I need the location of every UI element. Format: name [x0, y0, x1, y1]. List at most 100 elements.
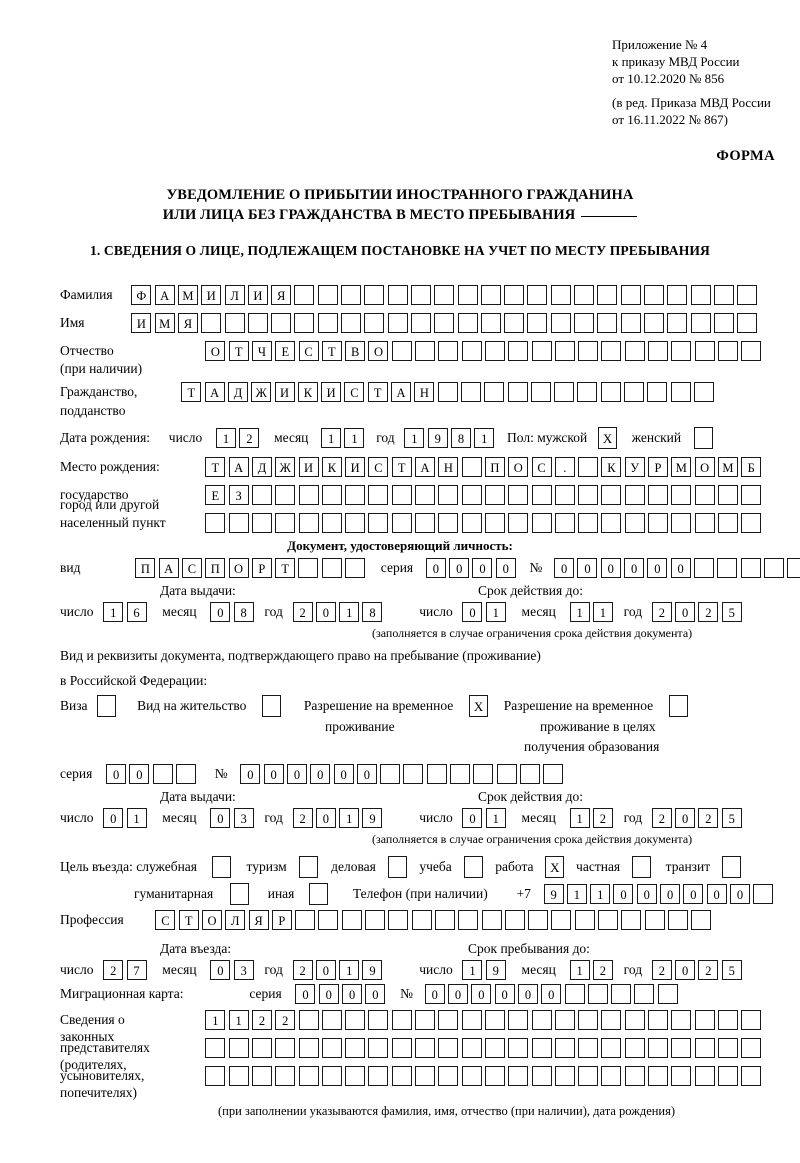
char-cell[interactable]	[671, 340, 692, 361]
char-cell[interactable]	[717, 557, 738, 578]
char-cell[interactable]	[251, 484, 272, 505]
char-cell[interactable]	[298, 557, 319, 578]
char-cell[interactable]	[657, 983, 678, 1004]
char-cell[interactable]	[410, 312, 431, 333]
char-cell[interactable]	[508, 512, 529, 533]
char-cell[interactable]	[415, 484, 436, 505]
temp-residence-checkbox[interactable]: X	[469, 694, 489, 717]
char-cell[interactable]	[611, 983, 632, 1004]
char-cell[interactable]: 8	[362, 601, 383, 622]
char-cell[interactable]	[251, 1037, 272, 1058]
char-cell[interactable]	[298, 512, 319, 533]
char-cell[interactable]: 0	[295, 983, 316, 1004]
char-cell[interactable]: 0	[315, 601, 336, 622]
char-cell[interactable]	[504, 312, 525, 333]
char-cell[interactable]	[601, 340, 622, 361]
char-cell[interactable]	[345, 1065, 366, 1086]
char-cell[interactable]	[341, 284, 362, 305]
char-cell[interactable]: 0	[729, 883, 750, 904]
char-cell[interactable]: Н	[438, 456, 459, 477]
char-cell[interactable]: 0	[647, 557, 668, 578]
char-cell[interactable]	[670, 381, 691, 402]
char-cell[interactable]	[458, 909, 479, 930]
char-cell[interactable]	[321, 1065, 342, 1086]
char-cell[interactable]: 0	[210, 807, 231, 828]
char-cell[interactable]: 0	[660, 883, 681, 904]
char-cell[interactable]: 2	[698, 807, 719, 828]
char-cell[interactable]: 0	[541, 983, 562, 1004]
char-cell[interactable]	[694, 512, 715, 533]
char-cell[interactable]	[621, 909, 642, 930]
char-cell[interactable]: 2	[592, 959, 613, 980]
char-cell[interactable]: 9	[362, 959, 383, 980]
char-cell[interactable]	[508, 1037, 529, 1058]
char-cell[interactable]: 0	[462, 807, 483, 828]
char-cell[interactable]	[473, 763, 494, 784]
char-cell[interactable]	[643, 284, 664, 305]
char-cell[interactable]	[387, 312, 408, 333]
char-cell[interactable]	[438, 1009, 459, 1030]
char-cell[interactable]	[577, 381, 598, 402]
char-cell[interactable]: И	[321, 381, 342, 402]
char-cell[interactable]	[717, 340, 738, 361]
char-cell[interactable]: У	[624, 456, 645, 477]
char-cell[interactable]: О	[228, 557, 249, 578]
char-cell[interactable]: 8	[233, 601, 254, 622]
char-cell[interactable]	[426, 763, 447, 784]
char-cell[interactable]: 1	[592, 601, 613, 622]
char-cell[interactable]	[341, 909, 362, 930]
char-cell[interactable]	[600, 381, 621, 402]
char-cell[interactable]: А	[158, 557, 179, 578]
char-cell[interactable]	[247, 312, 268, 333]
char-cell[interactable]: Т	[181, 381, 202, 402]
char-cell[interactable]	[460, 381, 481, 402]
char-cell[interactable]	[693, 557, 714, 578]
char-cell[interactable]	[295, 909, 316, 930]
char-cell[interactable]	[574, 284, 595, 305]
char-cell[interactable]: 1	[569, 807, 590, 828]
char-cell[interactable]	[694, 484, 715, 505]
char-cell[interactable]: 7	[126, 959, 147, 980]
char-cell[interactable]	[388, 909, 409, 930]
char-cell[interactable]	[205, 512, 226, 533]
char-cell[interactable]: Р	[271, 909, 292, 930]
char-cell[interactable]	[531, 1065, 552, 1086]
purpose-humanitarian-checkbox[interactable]	[229, 882, 249, 905]
char-cell[interactable]	[667, 284, 688, 305]
char-cell[interactable]	[251, 512, 272, 533]
char-cell[interactable]	[345, 1037, 366, 1058]
char-cell[interactable]	[601, 484, 622, 505]
char-cell[interactable]	[480, 312, 501, 333]
char-cell[interactable]: 9	[427, 427, 448, 448]
char-cell[interactable]	[787, 557, 800, 578]
char-cell[interactable]: 1	[205, 1009, 226, 1030]
char-cell[interactable]: 2	[592, 807, 613, 828]
char-cell[interactable]	[741, 512, 762, 533]
char-cell[interactable]	[437, 381, 458, 402]
char-cell[interactable]: К	[321, 456, 342, 477]
char-cell[interactable]: Ж	[275, 456, 296, 477]
char-cell[interactable]	[671, 484, 692, 505]
char-cell[interactable]	[228, 1037, 249, 1058]
char-cell[interactable]: 0	[600, 557, 621, 578]
char-cell[interactable]	[317, 284, 338, 305]
char-cell[interactable]: А	[415, 456, 436, 477]
char-cell[interactable]	[321, 557, 342, 578]
char-cell[interactable]	[504, 284, 525, 305]
char-cell[interactable]	[519, 763, 540, 784]
char-cell[interactable]	[624, 1037, 645, 1058]
char-cell[interactable]: 2	[698, 959, 719, 980]
char-cell[interactable]	[438, 1065, 459, 1086]
char-cell[interactable]: 0	[315, 959, 336, 980]
char-cell[interactable]	[480, 284, 501, 305]
